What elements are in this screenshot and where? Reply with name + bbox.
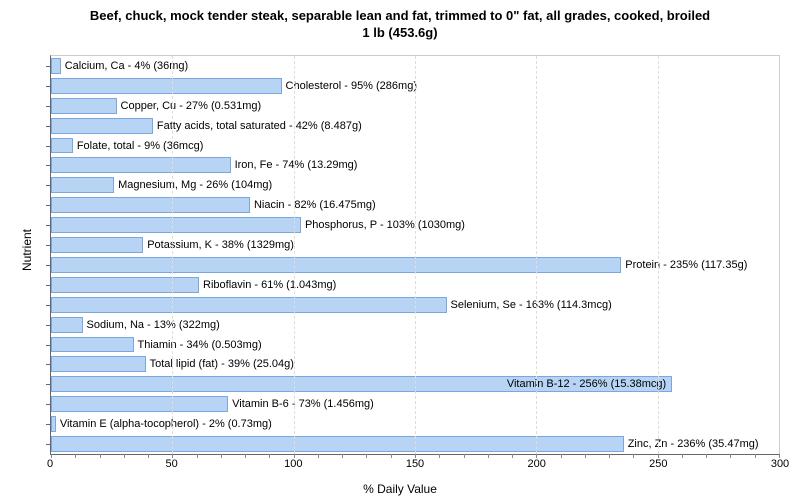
y-tick-mark	[46, 245, 51, 246]
y-tick-mark	[46, 126, 51, 127]
bar-row: Cholesterol - 95% (286mg)	[51, 78, 282, 94]
bar-label: Fatty acids, total saturated - 42% (8.48…	[153, 118, 366, 134]
bar-row: Sodium, Na - 13% (322mg)	[51, 317, 83, 333]
bar-label: Riboflavin - 61% (1.043mg)	[199, 277, 340, 293]
bar	[51, 337, 134, 353]
bar-label: Sodium, Na - 13% (322mg)	[83, 317, 224, 333]
bar-label: Total lipid (fat) - 39% (25.04g)	[146, 356, 298, 372]
y-tick-mark	[46, 225, 51, 226]
bar	[51, 118, 153, 134]
y-tick-mark	[46, 364, 51, 365]
bar	[51, 98, 117, 114]
y-tick-mark	[46, 165, 51, 166]
bar-label: Potassium, K - 38% (1329mg)	[143, 237, 298, 253]
bar-row: Vitamin E (alpha-tocopherol) - 2% (0.73m…	[51, 416, 56, 432]
y-tick-mark	[46, 66, 51, 67]
bar	[51, 317, 83, 333]
chart-title: Beef, chuck, mock tender steak, separabl…	[0, 0, 800, 46]
bar-label: Niacin - 82% (16.475mg)	[250, 197, 380, 213]
bar-label: Vitamin B-12 - 256% (15.38mcg)	[503, 376, 670, 392]
y-tick-mark	[46, 305, 51, 306]
bar-label: Vitamin E (alpha-tocopherol) - 2% (0.73m…	[56, 416, 276, 432]
x-axis-label: % Daily Value	[363, 482, 437, 496]
plot-area: Calcium, Ca - 4% (36mg) Cholesterol - 95%…	[50, 55, 780, 455]
bar-row: Magnesium, Mg - 26% (104mg)	[51, 177, 114, 193]
x-tick-label: 150	[406, 458, 424, 470]
y-tick-mark	[46, 265, 51, 266]
bar-row: Riboflavin - 61% (1.043mg)	[51, 277, 199, 293]
title-line-2: 1 lb (453.6g)	[362, 25, 437, 40]
bar-row: Fatty acids, total saturated - 42% (8.48…	[51, 118, 153, 134]
y-tick-mark	[46, 86, 51, 87]
bar-label: Folate, total - 9% (36mcg)	[73, 138, 208, 154]
bar	[51, 58, 61, 74]
y-tick-mark	[46, 185, 51, 186]
x-tick-label: 100	[284, 458, 302, 470]
x-gridline	[536, 56, 538, 454]
bar-label: Copper, Cu - 27% (0.531mg)	[117, 98, 266, 114]
bar	[51, 138, 73, 154]
bar-label: Selenium, Se - 163% (114.3mcg)	[447, 297, 616, 313]
bar-label: Magnesium, Mg - 26% (104mg)	[114, 177, 276, 193]
bar-row: Calcium, Ca - 4% (36mg)	[51, 58, 61, 74]
bar-row: Vitamin B-6 - 73% (1.456mg)	[51, 396, 228, 412]
bar	[51, 177, 114, 193]
bar-row: Selenium, Se - 163% (114.3mcg)	[51, 297, 447, 313]
y-axis-label: Nutrient	[20, 229, 34, 271]
bar	[51, 157, 231, 173]
bar-row: Niacin - 82% (16.475mg)	[51, 197, 250, 213]
bar-row: Copper, Cu - 27% (0.531mg)	[51, 98, 117, 114]
bar-label: Cholesterol - 95% (286mg)	[282, 78, 421, 94]
title-line-1: Beef, chuck, mock tender steak, separabl…	[90, 8, 710, 23]
y-tick-mark	[46, 146, 51, 147]
x-tick-label: 300	[771, 458, 789, 470]
x-tick-label: 0	[47, 458, 53, 470]
bar-label: Iron, Fe - 74% (13.29mg)	[231, 157, 362, 173]
bar-row: Vitamin B-12 - 256% (15.38mcg)	[51, 376, 672, 392]
x-tick-label: 250	[649, 458, 667, 470]
y-tick-mark	[46, 205, 51, 206]
bar	[51, 78, 282, 94]
bar-row: Total lipid (fat) - 39% (25.04g)	[51, 356, 146, 372]
bar-label: Vitamin B-6 - 73% (1.456mg)	[228, 396, 378, 412]
bar	[51, 237, 143, 253]
y-tick-mark	[46, 404, 51, 405]
bar	[51, 396, 228, 412]
x-gridline	[415, 56, 417, 454]
bar-row: Phosphorus, P - 103% (1030mg)	[51, 217, 301, 233]
y-tick-mark	[46, 444, 51, 445]
bar	[51, 277, 199, 293]
y-tick-mark	[46, 424, 51, 425]
nutrient-chart: Beef, chuck, mock tender steak, separabl…	[0, 0, 800, 500]
x-gridline	[172, 56, 174, 454]
bar-label: Phosphorus, P - 103% (1030mg)	[301, 217, 469, 233]
bar-row: Potassium, K - 38% (1329mg)	[51, 237, 143, 253]
x-tick-label: 200	[527, 458, 545, 470]
bar-label: Zinc, Zn - 236% (35.47mg)	[624, 436, 763, 452]
bar	[51, 297, 447, 313]
x-tick-label: 50	[166, 458, 178, 470]
y-tick-mark	[46, 106, 51, 107]
y-tick-mark	[46, 384, 51, 385]
y-tick-mark	[46, 345, 51, 346]
bar-row: Thiamin - 34% (0.503mg)	[51, 337, 134, 353]
y-tick-mark	[46, 285, 51, 286]
bar	[51, 356, 146, 372]
bar-row: Folate, total - 9% (36mcg)	[51, 138, 73, 154]
bar	[51, 217, 301, 233]
x-gridline	[658, 56, 660, 454]
bar-label: Protein - 235% (117.35g)	[621, 257, 751, 273]
bar-label: Thiamin - 34% (0.503mg)	[134, 337, 266, 353]
bar-row: Iron, Fe - 74% (13.29mg)	[51, 157, 231, 173]
bar	[51, 197, 250, 213]
x-tick-labels: 050100150200250300	[50, 456, 780, 476]
y-tick-mark	[46, 325, 51, 326]
x-gridline	[294, 56, 296, 454]
